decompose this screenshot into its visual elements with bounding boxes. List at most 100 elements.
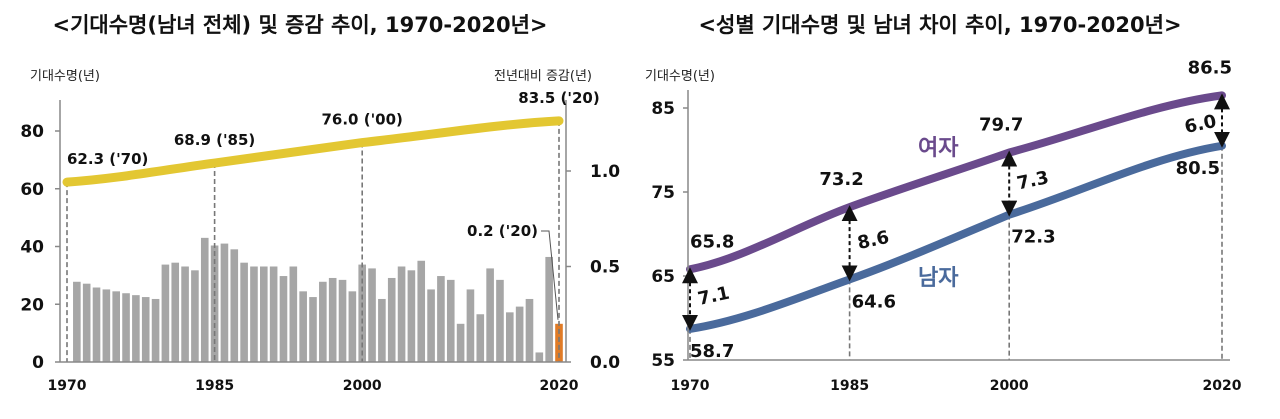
bar <box>191 270 199 362</box>
annotation-leader <box>541 230 559 320</box>
right-y-tick: 0.0 <box>590 353 620 373</box>
x-tick: 2020 <box>1203 378 1242 394</box>
right-y-tick: 0.5 <box>590 258 620 278</box>
line-data-label: 62.3 ('70) <box>67 150 148 168</box>
bar <box>171 262 180 362</box>
bar <box>289 266 298 362</box>
x-tick: 1970 <box>48 378 87 394</box>
bar <box>456 323 465 362</box>
y-tick: 55 <box>651 351 675 371</box>
bar <box>328 277 337 362</box>
data-label: 65.8 <box>690 231 734 252</box>
series-line-male <box>686 141 1226 333</box>
bar <box>250 266 258 362</box>
bar <box>338 279 347 362</box>
bar <box>446 279 455 362</box>
bar <box>515 306 524 362</box>
data-label: 73.2 <box>819 169 863 190</box>
x-tick: 1970 <box>671 378 710 394</box>
right-chart-title: <성별 기대수명 및 남녀 차이 추이, 1970-2020년> <box>698 13 1181 37</box>
bar <box>397 266 406 362</box>
x-tick: 2000 <box>343 378 382 394</box>
bar <box>269 266 278 362</box>
x-tick: 2020 <box>540 378 579 394</box>
series-label-female: 여자 <box>918 136 959 161</box>
bar <box>181 266 189 362</box>
x-tick: 1985 <box>830 378 869 394</box>
bar <box>230 249 239 362</box>
left-y-tick: 40 <box>20 238 44 258</box>
y-tick: 65 <box>651 267 675 287</box>
bar <box>427 289 435 362</box>
right-y-axis-label: 전년대비 증감(년) <box>494 69 592 84</box>
right-chart: <성별 기대수명 및 남녀 차이 추이, 1970-2020년> 기대수명(년)… <box>645 13 1242 394</box>
bar <box>141 297 150 362</box>
bar <box>279 276 288 362</box>
right-chart-y-axis-label: 기대수명(년) <box>645 69 715 84</box>
data-label: 86.5 <box>1188 57 1232 78</box>
gap-label: 8.6 <box>856 227 892 254</box>
x-tick: 2000 <box>990 378 1029 394</box>
bar <box>506 312 514 362</box>
bar <box>151 298 160 362</box>
left-chart-title: <기대수명(남녀 전체) 및 증감 추이, 1970-2020년> <box>52 13 547 37</box>
data-label: 58.7 <box>690 341 734 362</box>
data-label: 80.5 <box>1176 158 1220 179</box>
bar <box>486 268 494 362</box>
left-y-tick: 0 <box>32 353 44 373</box>
series-label-male: 남자 <box>918 266 959 291</box>
bar-annotation: 0.2 ('20) <box>467 222 538 240</box>
bar <box>378 298 386 362</box>
line-data-label: 76.0 ('00) <box>321 111 402 129</box>
bar <box>92 287 101 362</box>
data-label: 72.3 <box>1011 227 1055 248</box>
left-y-axis-label: 기대수명(년) <box>30 69 100 84</box>
bars <box>73 237 563 362</box>
bar <box>535 352 544 362</box>
bar <box>496 279 504 362</box>
bar <box>525 298 534 362</box>
gap-label: 7.3 <box>1015 167 1051 194</box>
bar <box>73 281 81 362</box>
bar <box>299 291 307 362</box>
bar <box>545 256 553 362</box>
reference-lines <box>66 120 560 362</box>
y-tick: 75 <box>651 183 675 203</box>
left-y-tick: 20 <box>20 295 44 315</box>
bar <box>200 237 209 362</box>
bar <box>437 276 445 362</box>
gap-label: 7.1 <box>696 283 732 310</box>
left-y-tick: 80 <box>20 122 44 142</box>
data-label: 79.7 <box>979 115 1023 136</box>
bar <box>112 291 120 362</box>
left-chart: <기대수명(남녀 전체) 및 증감 추이, 1970-2020년> 기대수명(년… <box>20 13 620 394</box>
line-data-label: 68.9 ('85) <box>174 131 255 149</box>
bar <box>309 297 317 362</box>
data-label: 64.6 <box>852 291 896 312</box>
bar <box>387 277 396 362</box>
bar <box>417 260 426 362</box>
bar <box>319 281 327 362</box>
series-line-female <box>686 91 1226 274</box>
bar <box>368 268 376 362</box>
x-tick: 1985 <box>195 378 234 394</box>
bar <box>466 289 475 362</box>
bar <box>348 291 357 362</box>
bar <box>122 293 130 362</box>
bar <box>161 264 170 362</box>
bar <box>407 270 416 362</box>
bar <box>240 262 248 362</box>
life-expectancy-line <box>62 116 564 187</box>
bar <box>102 289 111 362</box>
y-tick: 85 <box>651 99 675 119</box>
bar <box>132 295 140 362</box>
line-data-label: 83.5 ('20) <box>518 89 599 107</box>
bar <box>555 323 563 362</box>
right-y-tick: 1.0 <box>590 162 620 182</box>
bar <box>220 243 229 362</box>
gap-label: 6.0 <box>1183 111 1219 138</box>
bar <box>82 283 91 362</box>
left-y-tick: 60 <box>20 180 44 200</box>
bar <box>476 314 485 362</box>
